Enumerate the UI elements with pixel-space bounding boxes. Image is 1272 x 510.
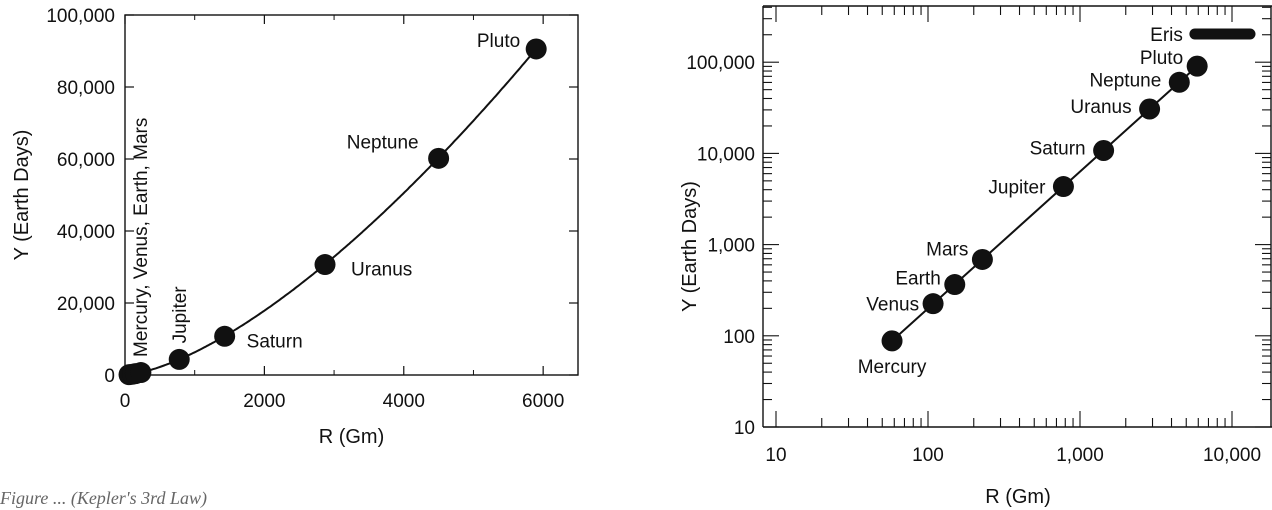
chart2-y-tick-label: 1,000 (707, 236, 755, 257)
chart2-point-saturn (1093, 140, 1115, 162)
chart2-label-eris: Eris (1150, 25, 1183, 46)
chart1-frame (124, 14, 579, 376)
chart1-x-tick-label: 4000 (383, 391, 425, 412)
chart2-label-jupiter: Jupiter (988, 178, 1046, 199)
chart1-annotation-inner-planets: Mercury, Venus, Earth, Mars (131, 118, 152, 357)
chart1-point-neptune (428, 147, 450, 169)
chart2-label-pluto: Pluto (1140, 48, 1183, 69)
chart2-point-neptune (1168, 71, 1190, 93)
chart2-point-earth (944, 274, 966, 296)
chart1-annotation-pluto: Pluto (477, 31, 520, 52)
chart2-x-tick-label: 10,000 (1203, 445, 1261, 466)
chart2-point-mars (971, 248, 993, 270)
chart2-label-saturn: Saturn (1030, 139, 1086, 160)
chart2-label-venus: Venus (866, 295, 919, 316)
chart2-y-tick-label: 10,000 (697, 144, 755, 165)
chart2-point-jupiter (1052, 176, 1074, 198)
chart2-y-tick-label: 100,000 (686, 53, 755, 74)
chart1-y-tick-label: 40,000 (57, 222, 115, 243)
chart2-label-mars: Mars (926, 239, 968, 260)
chart1-x-tick-label: 6000 (522, 391, 564, 412)
chart2-x-tick-label: 100 (912, 445, 944, 466)
chart2-x-axis-title: R (Gm) (985, 486, 1051, 508)
chart1-y-tick-label: 60,000 (57, 150, 115, 171)
figure-caption: Figure ... (Kepler's 3rd Law) (0, 488, 208, 508)
chart1-point-mars (130, 362, 152, 384)
chart1-point-saturn (214, 325, 236, 347)
chart1-annotation-jupiter: Jupiter (170, 286, 191, 344)
chart1-y-tick-label: 0 (104, 366, 115, 387)
chart1-point-jupiter (168, 348, 190, 370)
chart1-y-tick-label: 80,000 (57, 78, 115, 99)
chart1-x-tick-label: 2000 (243, 391, 285, 412)
chart1-point-pluto (525, 38, 547, 60)
chart1-point-uranus (314, 254, 336, 276)
chart1-y-tick-label: 20,000 (57, 294, 115, 315)
chart2-point-mercury (881, 330, 903, 352)
chart1-x-axis-title: R (Gm) (319, 426, 385, 448)
chart1-annotation-saturn: Saturn (247, 331, 303, 352)
chart2-x-tick-label: 10 (765, 445, 786, 466)
chart1-x-tick-label: 0 (120, 391, 131, 412)
chart2-y-tick-label: 10 (734, 418, 755, 439)
chart1-annotation-uranus: Uranus (351, 260, 412, 281)
chart1-y-tick-label: 100,000 (46, 6, 115, 27)
chart2-label-mercury: Mercury (858, 357, 927, 378)
chart2-point-uranus (1139, 98, 1161, 120)
chart2-y-axis-title: Y (Earth Days) (679, 181, 701, 312)
chart2-label-earth: Earth (895, 269, 940, 290)
chart2-point-venus (922, 293, 944, 315)
chart2-point-pluto (1186, 55, 1208, 77)
chart1-y-axis-title: Y (Earth Days) (11, 130, 33, 261)
chart2-label-uranus: Uranus (1070, 97, 1131, 118)
chart2-y-tick-label: 100 (723, 327, 755, 348)
chart2-x-tick-label: 1,000 (1056, 445, 1104, 466)
chart2-label-neptune: Neptune (1089, 70, 1161, 91)
chart1-annotation-neptune: Neptune (347, 132, 419, 153)
